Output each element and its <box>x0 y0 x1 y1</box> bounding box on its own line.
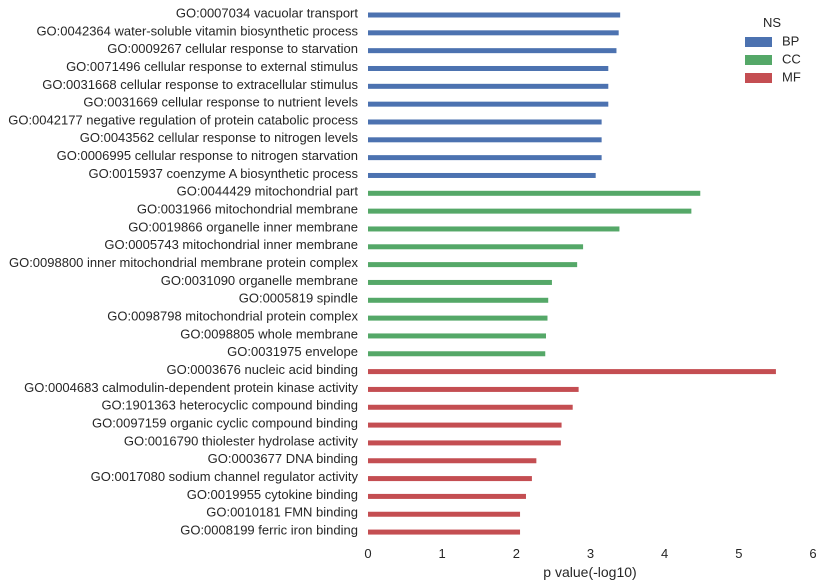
bar-cc <box>368 208 692 214</box>
bar-bp <box>368 101 609 107</box>
x-tick-label: 6 <box>809 546 816 561</box>
bar-cc <box>368 244 584 250</box>
bar-bp <box>368 65 609 71</box>
category-label: GO:0042364 water-soluble vitamin biosynt… <box>36 23 358 38</box>
category-label: GO:0003677 DNA binding <box>208 451 358 466</box>
bar-mf <box>368 440 561 446</box>
category-label: GO:0003676 nucleic acid binding <box>166 362 358 377</box>
x-tick-label: 2 <box>513 546 520 561</box>
bar-bp <box>368 119 602 125</box>
legend-title: NS <box>763 15 781 30</box>
bar-mf <box>368 529 521 535</box>
legend-swatch-cc <box>745 55 772 65</box>
bar-cc <box>368 190 701 196</box>
category-label: GO:0006995 cellular response to nitrogen… <box>57 148 358 163</box>
category-label: GO:1901363 heterocyclic compound binding <box>101 398 358 413</box>
category-label: GO:0015937 coenzyme A biosynthetic proce… <box>88 166 358 181</box>
x-tick-label: 5 <box>735 546 742 561</box>
x-tick-label: 3 <box>587 546 594 561</box>
category-label: GO:0031668 cellular response to extracel… <box>42 77 358 92</box>
category-label: GO:0031669 cellular response to nutrient… <box>83 95 358 110</box>
category-label: GO:0042177 negative regulation of protei… <box>8 112 358 127</box>
legend-label-bp: BP <box>782 33 799 48</box>
bar-mf <box>368 422 562 428</box>
bar-mf <box>368 493 526 499</box>
category-label: GO:0098805 whole membrane <box>180 326 358 341</box>
bar-bp <box>368 48 617 54</box>
bar-mf <box>368 386 579 392</box>
bar-bp <box>368 12 621 18</box>
category-label: GO:0097159 organic cyclic compound bindi… <box>92 416 358 431</box>
bars-layer <box>368 12 776 535</box>
category-label: GO:0019955 cytokine binding <box>187 487 358 502</box>
category-label: GO:0031975 envelope <box>227 344 358 359</box>
x-tick-label: 4 <box>661 546 668 561</box>
bar-cc <box>368 351 546 357</box>
category-label: GO:0031966 mitochondrial membrane <box>137 202 358 217</box>
bar-mf <box>368 476 532 482</box>
category-label: GO:0005743 mitochondrial inner membrane <box>104 237 358 252</box>
category-label: GO:0043562 cellular response to nitrogen… <box>80 130 359 145</box>
x-tick-label: 1 <box>439 546 446 561</box>
category-label: GO:0098798 mitochondrial protein complex <box>107 309 358 324</box>
category-label: GO:0017080 sodium channel regulator acti… <box>91 469 359 484</box>
x-tick-label: 0 <box>364 546 371 561</box>
legend-label-mf: MF <box>782 69 801 84</box>
category-labels: GO:0007034 vacuolar transport GO:0042364 … <box>8 5 358 537</box>
bar-mf <box>368 511 521 517</box>
bar-bp <box>368 172 596 178</box>
category-label: GO:0098800 inner mitochondrial membrane … <box>9 255 359 270</box>
category-label: GO:0071496 cellular response to external… <box>66 59 358 74</box>
bar-mf <box>368 369 776 375</box>
bar-cc <box>368 226 620 232</box>
bar-cc <box>368 262 578 268</box>
category-label: GO:0010181 FMN binding <box>206 505 358 520</box>
category-label: GO:0005819 spindle <box>239 291 358 306</box>
legend: NS BP CC MF <box>745 15 801 84</box>
legend-swatch-mf <box>745 73 772 83</box>
category-label: GO:0019866 organelle inner membrane <box>128 219 358 234</box>
legend-swatch-bp <box>745 37 772 47</box>
bar-bp <box>368 155 602 161</box>
bar-bp <box>368 30 619 36</box>
category-label: GO:0044429 mitochondrial part <box>177 184 359 199</box>
bar-bp <box>368 137 602 143</box>
bar-cc <box>368 333 546 339</box>
x-axis-ticks: 0 1 2 3 4 5 6 <box>364 546 816 561</box>
bar-cc <box>368 315 548 321</box>
category-label: GO:0009267 cellular response to starvati… <box>107 41 358 56</box>
category-label: GO:0004683 calmodulin-dependent protein … <box>24 380 358 395</box>
bar-cc <box>368 297 549 303</box>
bar-bp <box>368 83 609 89</box>
category-label: GO:0008199 ferric iron binding <box>180 523 358 538</box>
bar-mf <box>368 458 537 464</box>
category-label: GO:0007034 vacuolar transport <box>176 5 358 20</box>
bar-cc <box>368 279 552 285</box>
x-axis-title: p value(-log10) <box>543 564 636 580</box>
category-label: GO:0016790 thiolester hydrolase activity <box>124 433 359 448</box>
category-label: GO:0031090 organelle membrane <box>161 273 358 288</box>
legend-label-cc: CC <box>782 51 801 66</box>
bar-mf <box>368 404 573 410</box>
